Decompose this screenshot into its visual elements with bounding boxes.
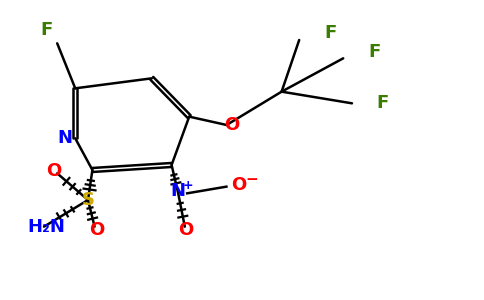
- Text: O: O: [231, 176, 246, 194]
- Text: O: O: [89, 220, 104, 238]
- Text: O: O: [46, 162, 62, 180]
- Text: S: S: [81, 191, 94, 209]
- Text: H₂N: H₂N: [27, 218, 65, 236]
- Text: N: N: [58, 129, 73, 147]
- Text: F: F: [40, 21, 52, 39]
- Text: O: O: [178, 220, 194, 238]
- Text: F: F: [377, 94, 389, 112]
- Text: F: F: [368, 43, 380, 61]
- Text: F: F: [324, 24, 336, 42]
- Text: +: +: [183, 179, 194, 192]
- Text: −: −: [245, 172, 258, 187]
- Text: O: O: [224, 116, 239, 134]
- Text: N: N: [171, 182, 186, 200]
